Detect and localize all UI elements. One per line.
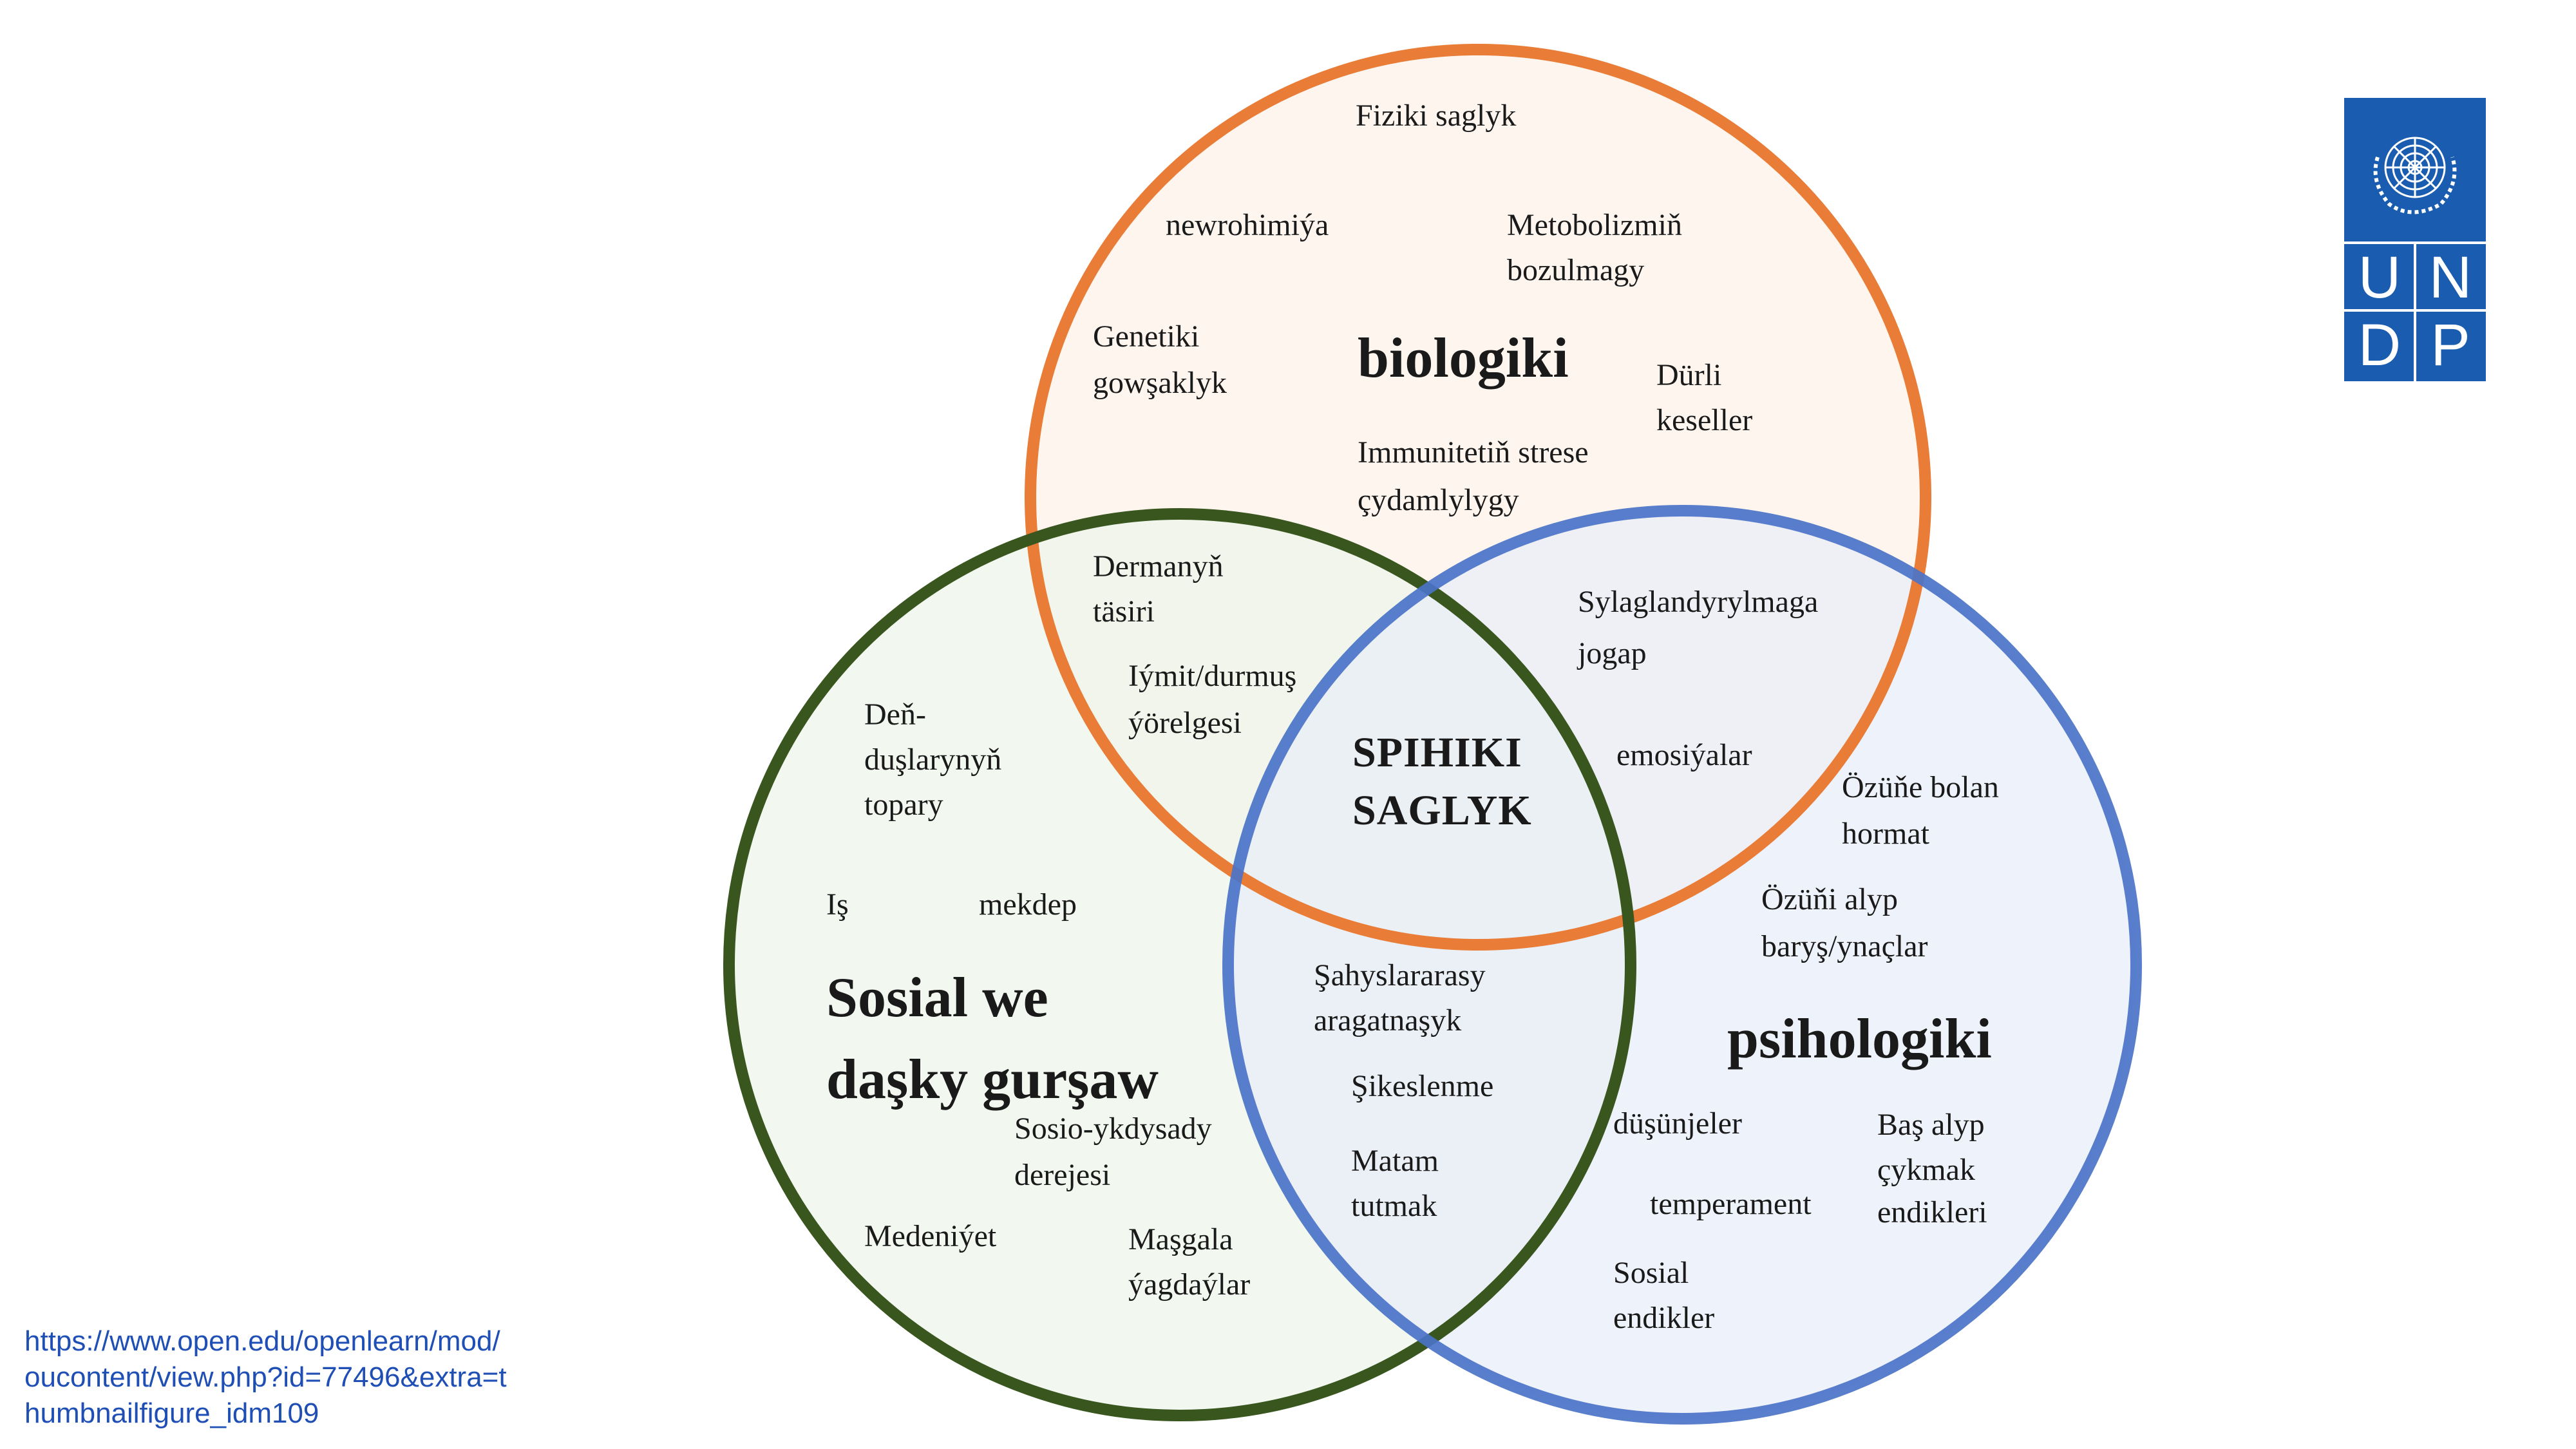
label-peers-3: topary <box>864 788 943 822</box>
label-drug-effect-1: Dermanyň <box>1093 549 1224 583</box>
center-title-line1: SPIHIKI <box>1352 729 1522 776</box>
label-peers-1: Deň- <box>864 697 926 732</box>
undp-letter-u: U <box>2358 245 2401 310</box>
title-biological: biologiki <box>1358 327 1569 390</box>
un-emblem-icon <box>2373 137 2457 214</box>
label-interpersonal-1: Şahyslararasy <box>1314 958 1486 992</box>
label-coping-skills-3: endikleri <box>1877 1195 1987 1229</box>
label-genetic-1: Genetiki <box>1093 319 1199 354</box>
title-social-1: Sosial we <box>826 967 1048 1029</box>
label-metabolism-2: bozulmagy <box>1507 253 1644 287</box>
label-genetic-2: gowşaklyk <box>1093 366 1227 400</box>
label-physical-health: Fiziki saglyk <box>1356 99 1516 133</box>
label-thoughts: düşünjeler <box>1613 1106 1742 1141</box>
biological-circle <box>1025 44 1931 951</box>
undp-letter-n: N <box>2429 245 2472 310</box>
label-grief-1: Matam <box>1351 1144 1439 1178</box>
label-metabolism-1: Metobolizmiň <box>1507 208 1682 242</box>
label-diseases-1: Dürli <box>1656 358 1721 392</box>
label-school: mekdep <box>979 887 1077 922</box>
label-diseases-2: keseller <box>1656 403 1752 437</box>
label-coping-skills-2: çykmak <box>1877 1153 1975 1187</box>
label-social-skills-1: Sosial <box>1613 1256 1689 1290</box>
undp-letter-p: P <box>2430 312 2470 378</box>
label-drug-effect-2: täsiri <box>1093 594 1155 629</box>
label-social-skills-2: endikler <box>1613 1301 1714 1335</box>
label-peers-2: duşlarynyň <box>864 743 1001 777</box>
label-socioeconomic-2: derejesi <box>1014 1158 1110 1192</box>
label-neurochemistry: newrohimiýa <box>1166 208 1329 242</box>
label-diet-lifestyle-2: ýörelgesi <box>1128 706 1242 740</box>
title-social-2: daşky gurşaw <box>826 1048 1159 1111</box>
label-attitudes-2: baryş/ynaçlar <box>1761 929 1928 963</box>
title-psychological: psihologiki <box>1727 1008 1992 1070</box>
label-grief-2: tutmak <box>1351 1189 1437 1223</box>
label-reward-response-1: Sylaglandyrylmaga <box>1578 585 1818 619</box>
psychological-circle-fill <box>1228 511 2136 1419</box>
label-immunity-1: Immunitetiň strese <box>1358 435 1589 469</box>
label-temperament: temperament <box>1650 1187 1812 1221</box>
undp-logo: U N D P <box>2344 98 2486 381</box>
label-socioeconomic-1: Sosio-ykdysady <box>1014 1112 1212 1146</box>
label-reward-response-2: jogap <box>1577 636 1647 670</box>
label-diet-lifestyle-1: Iýmit/durmuş <box>1128 659 1296 693</box>
label-culture: Medeniýet <box>864 1219 997 1253</box>
label-interpersonal-2: aragatnaşyk <box>1314 1003 1461 1037</box>
label-family-1: Maşgala <box>1128 1222 1233 1256</box>
label-immunity-2: çydamlylygy <box>1358 483 1519 517</box>
label-attitudes-1: Özüňi alyp <box>1761 882 1898 916</box>
label-self-esteem-1: Özüňe bolan <box>1842 770 1999 804</box>
label-emotions: emosiýalar <box>1616 738 1752 772</box>
label-coping-skills-1: Baş alyp <box>1877 1108 1985 1142</box>
label-self-esteem-2: hormat <box>1842 817 1930 851</box>
center-title-line2: SAGLYK <box>1352 787 1532 834</box>
psychological-circle <box>1222 505 2142 1425</box>
undp-letter-d: D <box>2358 312 2401 378</box>
label-family-2: ýagdaýlar <box>1128 1267 1250 1302</box>
social-circle <box>723 508 1636 1421</box>
source-link[interactable]: https://www.open.edu/openlearn/mod/oucon… <box>24 1325 507 1429</box>
label-loss: Şikeslenme <box>1351 1069 1493 1103</box>
label-work: Iş <box>826 887 849 922</box>
